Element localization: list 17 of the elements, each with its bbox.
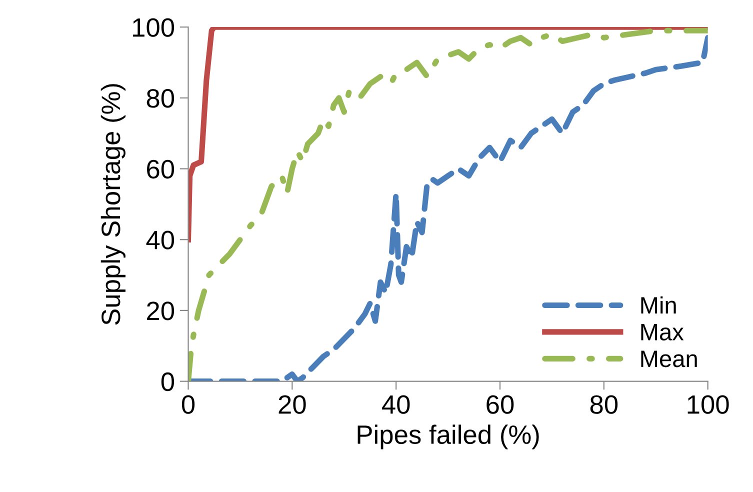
x-tick-label: 60 (486, 395, 514, 414)
y-tick-label: 20 (147, 302, 174, 320)
x-tick-label: 40 (382, 395, 410, 414)
x-tick-label: 100 (688, 395, 729, 414)
legend-label: Min (641, 296, 676, 314)
x-tick-label: 20 (278, 395, 306, 414)
y-tick-label: 80 (146, 89, 174, 108)
x-tick-label: 80 (590, 395, 618, 414)
y-tick-label: 40 (146, 230, 174, 250)
legend-label: Mean (641, 350, 697, 368)
x-axis-title: Pipes failed (%) (358, 424, 539, 450)
y-tick-label: 0 (161, 372, 174, 392)
y-axis-title: Supply Shortage (%) (100, 84, 126, 325)
x-tick-label: 0 (182, 395, 195, 414)
y-tick-label: 60 (147, 160, 174, 179)
legend-label: Max (641, 324, 684, 340)
y-tick-label: 100 (133, 18, 174, 37)
